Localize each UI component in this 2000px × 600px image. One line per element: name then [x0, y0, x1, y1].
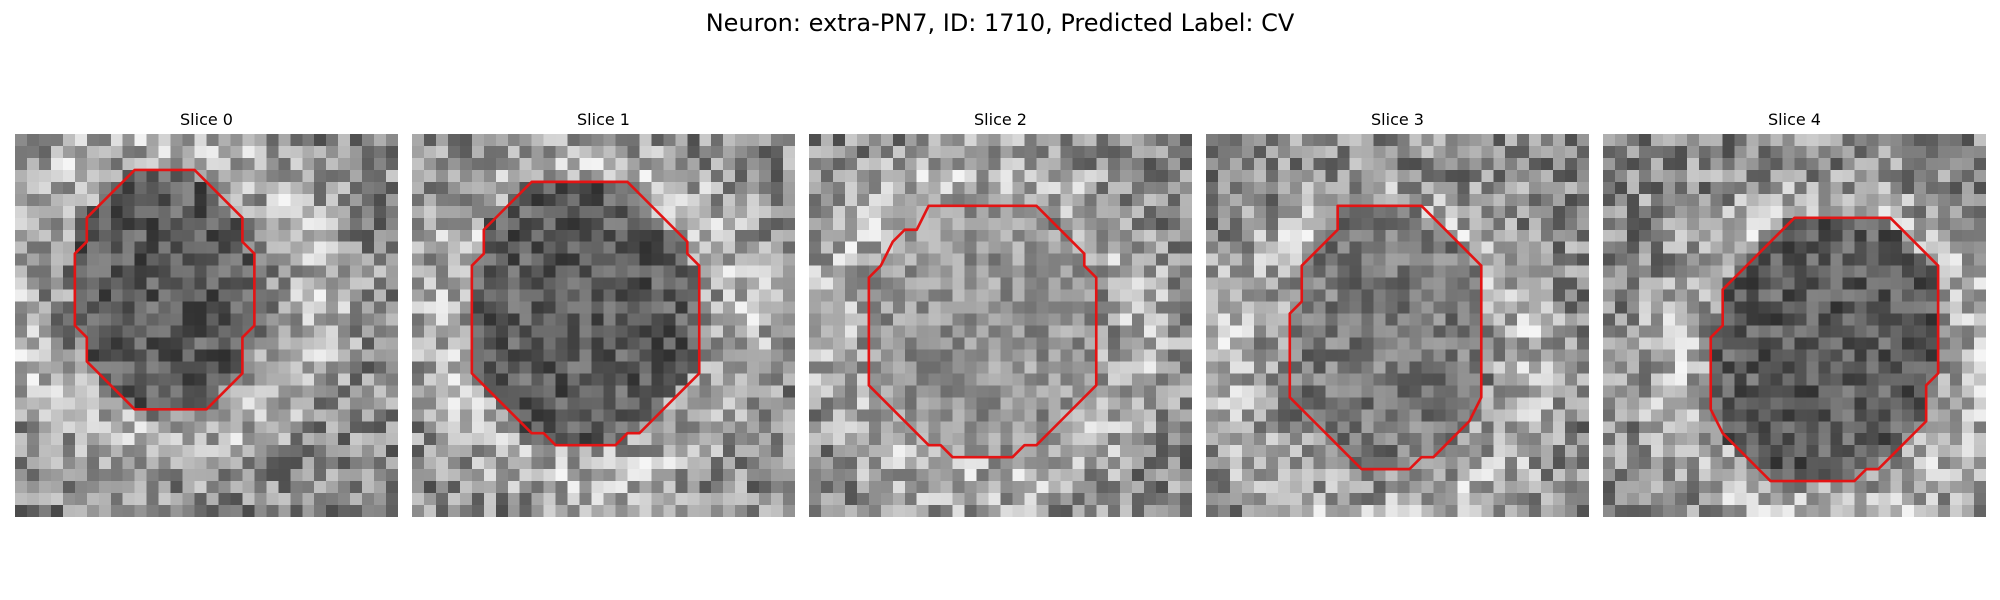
slice-panel-1: Slice 1 — [412, 106, 795, 517]
slice-image — [1206, 134, 1589, 517]
pixel-grid — [1603, 134, 1986, 517]
slice-title: Slice 4 — [1768, 110, 1821, 129]
slice-panel-0: Slice 0 — [15, 106, 398, 517]
slice-title: Slice 3 — [1371, 110, 1424, 129]
roi-contour — [470, 180, 701, 447]
slice-panel-3: Slice 3 — [1206, 106, 1589, 517]
slice-panel-4: Slice 4 — [1603, 106, 1986, 517]
figure-title: Neuron: extra-PN7, ID: 1710, Predicted L… — [705, 9, 1295, 37]
pixel-grid — [412, 134, 795, 517]
roi-contour — [867, 204, 1098, 459]
roi-contour — [1288, 204, 1483, 471]
slice-image — [15, 134, 398, 517]
pixel-grid — [1206, 134, 1589, 517]
slice-image — [809, 134, 1192, 517]
slice-panel-2: Slice 2 — [809, 106, 1192, 517]
roi-contour — [73, 168, 256, 411]
slice-title: Slice 1 — [577, 110, 630, 129]
pixel-grid — [809, 134, 1192, 517]
slice-title: Slice 2 — [974, 110, 1027, 129]
slice-image — [412, 134, 795, 517]
pixel-grid — [15, 134, 398, 517]
slice-image — [1603, 134, 1986, 517]
slice-title: Slice 0 — [180, 110, 233, 129]
roi-contour — [1709, 216, 1940, 483]
